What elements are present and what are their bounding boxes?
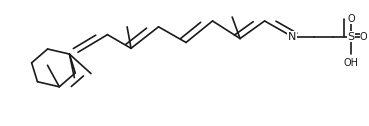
Text: O: O <box>360 32 368 42</box>
Text: S: S <box>348 32 355 42</box>
Text: OH: OH <box>344 58 359 68</box>
Text: O: O <box>347 14 355 24</box>
Text: N: N <box>288 32 296 42</box>
